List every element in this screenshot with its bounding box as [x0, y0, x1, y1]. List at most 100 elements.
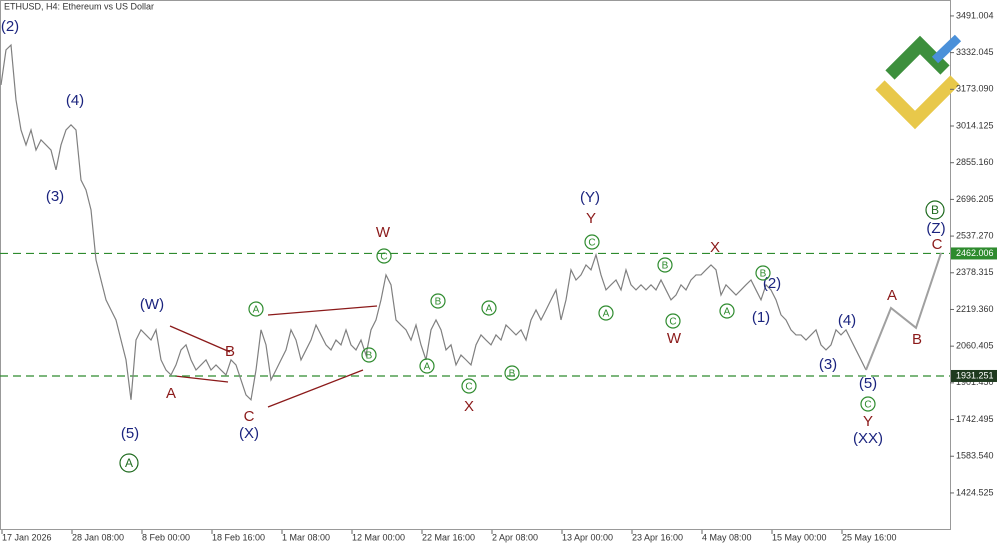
logo-shape	[931, 34, 962, 64]
wave-label: A	[253, 305, 260, 316]
y-tick-label: 1742.495	[956, 414, 994, 424]
wave-label: B	[435, 297, 442, 308]
wave-label: W	[376, 224, 391, 241]
y-tick-label: 3173.090	[956, 84, 994, 94]
wave-circle	[248, 301, 264, 317]
y-tick-label: 1424.525	[956, 487, 994, 497]
y-tick-label: 2060.405	[956, 341, 994, 351]
y-tick-label: 1901.450	[956, 377, 994, 387]
plot-frame	[0, 0, 951, 530]
wave-circle	[461, 378, 477, 394]
y-tick-label: 2537.270	[956, 230, 994, 240]
wave-label: B	[931, 203, 939, 217]
wave-circle	[665, 313, 681, 329]
wave-label: X	[464, 398, 474, 415]
trend-line	[174, 375, 229, 383]
y-tick-label: 1583.540	[956, 451, 994, 461]
x-tick-label: 22 Mar 16:00	[422, 532, 475, 542]
y-tick-label: 2219.360	[956, 304, 994, 314]
x-tick-label: 12 Mar 00:00	[352, 532, 405, 542]
wave-circle	[719, 303, 735, 319]
price-line	[0, 43, 867, 402]
wave-circle	[376, 248, 392, 264]
wave-circle	[481, 300, 497, 316]
wave-label: (2)	[1, 18, 19, 35]
wave-label: A	[486, 304, 493, 315]
logo-shape	[875, 75, 960, 130]
wave-label: C	[588, 238, 595, 249]
wave-label: A	[424, 362, 431, 373]
wave-label: C	[380, 252, 387, 263]
x-tick-label: 15 May 00:00	[772, 532, 827, 542]
wave-label: (4)	[838, 312, 856, 329]
projection-line	[865, 252, 942, 371]
wave-label: X	[710, 239, 720, 256]
wave-circle	[925, 200, 945, 220]
y-tick-label: 2378.315	[956, 267, 994, 277]
wave-label: (2)	[763, 275, 781, 292]
wave-label: (Z)	[926, 220, 945, 237]
y-tick-label: 3014.125	[956, 120, 994, 130]
wave-circle	[504, 365, 520, 381]
wave-label: B	[366, 351, 373, 362]
wave-label: (5)	[859, 375, 877, 392]
x-tick-label: 1 Mar 08:00	[282, 532, 330, 542]
wave-label: (4)	[66, 92, 84, 109]
wave-label: Y	[863, 413, 873, 430]
wave-circle	[119, 453, 139, 473]
x-tick-label: 18 Feb 16:00	[212, 532, 265, 542]
wave-label: C	[864, 400, 871, 411]
wave-label: B	[760, 269, 767, 280]
wave-label: (Y)	[580, 189, 600, 206]
wave-label: B	[509, 369, 516, 380]
wave-label: A	[125, 456, 133, 470]
wave-label: C	[932, 236, 943, 253]
level-box	[951, 247, 997, 260]
wave-label: (XX)	[853, 430, 883, 447]
x-tick-label: 13 Apr 00:00	[562, 532, 613, 542]
wave-label: A	[603, 309, 610, 320]
wave-circle	[755, 265, 771, 281]
wave-circle	[584, 234, 600, 250]
y-tick-label: 3332.045	[956, 47, 994, 57]
x-tick-label: 28 Jan 08:00	[72, 532, 124, 542]
trend-lines	[169, 305, 378, 408]
y-tick-label: 3491.004	[956, 10, 994, 20]
wave-label: (5)	[121, 425, 139, 442]
y-tick-label: 2696.205	[956, 194, 994, 204]
wave-label: (X)	[239, 425, 259, 442]
trend-line	[267, 369, 364, 408]
wave-circle	[419, 358, 435, 374]
x-tick-label: 4 May 08:00	[702, 532, 752, 542]
x-tick-label: 17 Jan 2026	[2, 532, 52, 542]
trend-line	[169, 325, 231, 353]
wave-label: W	[667, 330, 682, 347]
wave-label: Y	[586, 210, 596, 227]
wave-label: A	[724, 307, 731, 318]
x-tick-label: 2 Apr 08:00	[492, 532, 538, 542]
wave-circle	[430, 293, 446, 309]
x-tick-label: 25 May 16:00	[842, 532, 897, 542]
wave-label: B	[912, 331, 922, 348]
wave-label: (1)	[752, 309, 770, 326]
wave-circle	[598, 305, 614, 321]
wave-label: B	[225, 343, 235, 360]
level-box	[951, 369, 997, 382]
wave-label: (3)	[819, 356, 837, 373]
wave-label: C	[669, 317, 676, 328]
wave-label: (W)	[140, 296, 164, 313]
chart-title: ETHUSD, H4: Ethereum vs US Dollar	[4, 1, 154, 11]
wave-circle	[361, 347, 377, 363]
level-label: 1931.251	[956, 370, 994, 380]
wave-label: B	[662, 261, 669, 272]
logo	[875, 34, 962, 130]
wave-label: A	[166, 385, 176, 402]
y-tick-label: 2855.160	[956, 157, 994, 167]
wave-circle	[657, 257, 673, 273]
level-label: 2462.006	[956, 248, 994, 258]
wave-label: C	[244, 408, 255, 425]
wave-label: (3)	[46, 188, 64, 205]
wave-circle	[860, 396, 876, 412]
trend-line	[267, 305, 378, 316]
